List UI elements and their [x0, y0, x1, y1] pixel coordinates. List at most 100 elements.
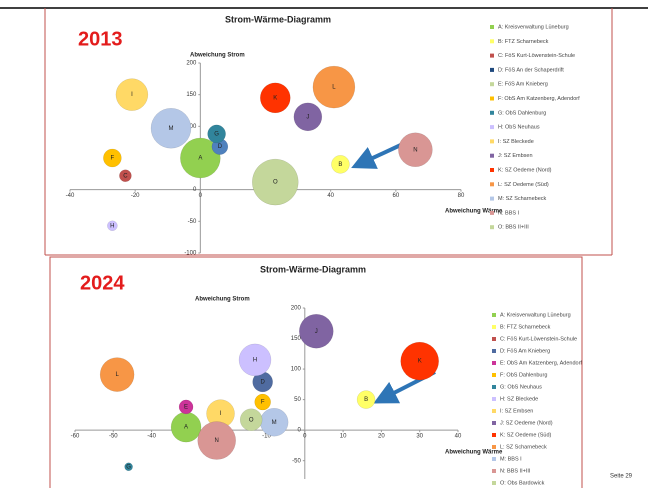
legend-marker: [492, 445, 496, 449]
legend-marker: [492, 421, 496, 425]
legend-label: I: SZ Bleckede: [498, 139, 534, 145]
legend-marker: [490, 96, 494, 101]
y-tick-label: -50: [292, 458, 301, 464]
x-tick-label: 80: [458, 193, 465, 199]
y-tick-label: 0: [193, 187, 197, 193]
page-number: Seite 29: [610, 474, 633, 480]
legend-marker: [490, 168, 494, 172]
y-tick-label: -50: [188, 219, 197, 225]
bubble-label: J: [306, 114, 309, 120]
bubble-label: F: [111, 156, 115, 162]
bubble-label: K: [273, 95, 277, 101]
bubble-label: F: [261, 400, 265, 406]
y-tick-label: 100: [291, 367, 302, 373]
y-tick-label: 100: [186, 124, 197, 130]
x-tick-label: 40: [455, 434, 462, 440]
bubble: [207, 124, 226, 144]
legend-label: F: ObS Dahlenburg: [500, 372, 547, 378]
legend-marker: [490, 225, 494, 230]
x-tick-label: -10: [262, 434, 271, 440]
legend-marker: [492, 325, 496, 329]
bubble-label: B: [364, 397, 368, 403]
x-tick-label: 10: [340, 434, 347, 440]
y-tick-label: 150: [291, 336, 302, 342]
legend-label: C: FöS Kurt-Löwenstein-Schule: [498, 53, 575, 59]
legend-marker: [492, 481, 496, 485]
bubble: [312, 65, 356, 109]
bubble: [124, 462, 133, 472]
year-label: 2013: [78, 28, 123, 50]
bubble: [197, 421, 236, 460]
legend-label: E: ObS Am Katzenberg, Adendorf: [500, 360, 582, 366]
legend-label: E: FöS Am Knieberg: [498, 82, 548, 88]
bubble-label: M: [169, 126, 174, 132]
bubble: [331, 155, 350, 174]
legend-label: G: ObS Neuhaus: [500, 384, 542, 390]
bubble: [252, 158, 299, 206]
bubble-label: H: [253, 357, 257, 363]
x-tick-label: 40: [327, 193, 334, 199]
legend-marker: [490, 53, 494, 58]
legend-label: B: FTZ Scharnebeck: [498, 39, 549, 45]
bubble-label: C: [123, 173, 128, 179]
legend-label: N: BBS I: [498, 210, 520, 216]
arrow: [351, 141, 406, 169]
bubble-label: L: [332, 85, 336, 91]
legend-marker: [492, 313, 496, 317]
x-tick-label: 60: [392, 193, 399, 199]
y-axis-label: Abweichung Strom: [190, 53, 245, 59]
legend-label: A: Kreisverwaltung Lüneburg: [498, 24, 569, 30]
legend-label: D: FöS Am Knieberg: [500, 348, 550, 354]
bubble-label: O: [273, 180, 278, 186]
bubble-label: J: [315, 329, 318, 335]
bubble: [107, 220, 118, 232]
legend-marker: [490, 39, 494, 44]
bubble-label: I: [131, 92, 133, 98]
x-tick-label: 30: [416, 434, 423, 440]
chart-title: Strom-Wärme-Diagramm: [260, 264, 366, 274]
legend-marker: [490, 196, 494, 201]
legend-label: J: SZ Embsen: [498, 153, 533, 159]
bubble-label: G: [126, 464, 131, 470]
bubble-label: B: [338, 162, 342, 168]
legend-marker: [492, 433, 496, 437]
legend-marker: [492, 397, 496, 401]
bubble: [398, 132, 433, 168]
bubble-label: A: [184, 425, 188, 431]
legend-marker: [490, 153, 494, 158]
y-tick-label: 200: [186, 61, 197, 67]
bubble-label: O: [249, 417, 254, 423]
bubble-label: L: [115, 372, 119, 378]
bubble: [180, 137, 221, 179]
bubble-label: H: [110, 223, 114, 229]
legend-marker: [490, 210, 494, 215]
x-axis-label: Abweichung Wärme: [445, 450, 503, 456]
chart-title: Strom-Wärme-Diagramm: [225, 14, 331, 24]
legend-label: M: SZ Scharnebeck: [498, 196, 547, 202]
legend-label: O: BBS II+III: [498, 225, 529, 231]
y-tick-label: 200: [291, 306, 302, 312]
legend-marker: [492, 385, 496, 389]
bubble: [115, 78, 149, 111]
legend-label: M: BBS I: [500, 456, 522, 462]
y-axis-label: Abweichung Strom: [195, 297, 250, 303]
legend-label: C: FöS Kurt-Löwenstein-Schule: [500, 336, 577, 342]
legend-marker: [490, 110, 494, 115]
legend-label: F: ObS Am Katzenberg, Adendorf: [498, 96, 580, 102]
bubble: [119, 169, 132, 182]
legend-marker: [490, 67, 494, 72]
x-tick-label: -40: [147, 434, 156, 440]
legend-label: D: FöS An der Schaperdrift: [498, 67, 564, 73]
legend-label: G: ObS Dahlenburg: [498, 110, 546, 116]
legend-label: A: Kreisverwaltung Lüneburg: [500, 312, 571, 318]
legend-marker: [490, 82, 494, 87]
legend-marker: [492, 469, 496, 473]
bubble: [178, 399, 194, 415]
bubble-label: N: [413, 147, 417, 153]
legend-marker: [490, 182, 494, 187]
year-label: 2024: [80, 272, 125, 294]
y-tick-label: 150: [186, 92, 197, 98]
x-tick-label: -40: [66, 193, 75, 199]
legend-label: J: SZ Oedeme (Nord): [500, 420, 553, 426]
